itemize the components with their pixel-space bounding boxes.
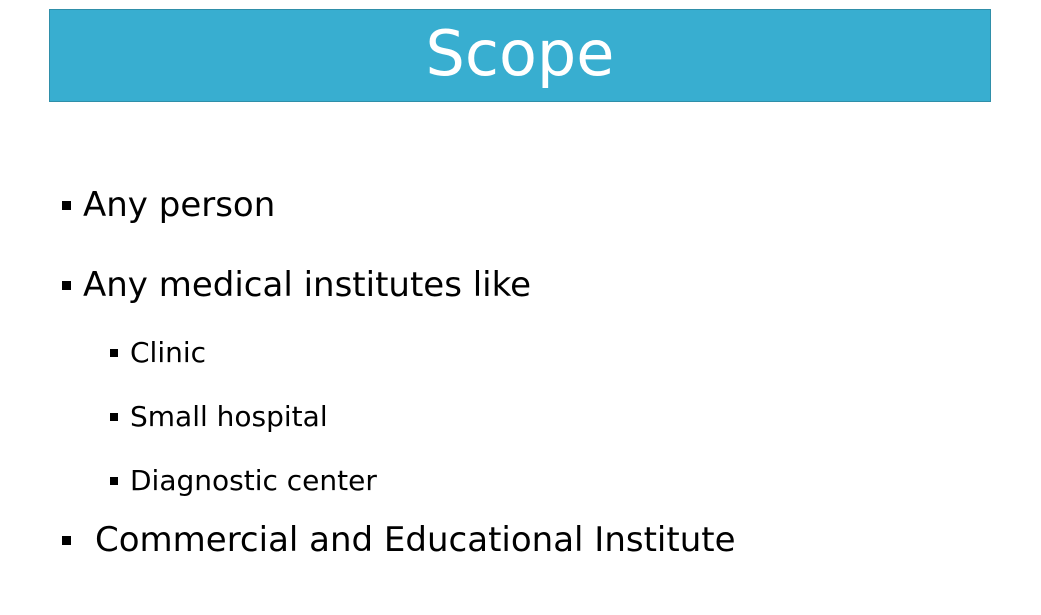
square-bullet-icon: [62, 200, 71, 210]
bullet-item-commercial-educational: Commercial and Educational Institute: [62, 523, 736, 557]
square-bullet-icon: [62, 535, 71, 545]
sub-bullet-text: Small hospital: [130, 400, 328, 433]
bullet-text: Any person: [83, 185, 276, 225]
square-bullet-icon: [110, 413, 118, 421]
bullet-text: Any medical institutes like: [83, 265, 532, 305]
sub-bullet-item-diagnostic-center: Diagnostic center: [110, 467, 377, 495]
bullet-text: Commercial and Educational Institute: [95, 520, 736, 560]
sub-bullet-text: Diagnostic center: [130, 464, 377, 497]
bullet-item-any-person: Any person: [62, 188, 275, 222]
sub-bullet-item-clinic: Clinic: [110, 339, 206, 367]
square-bullet-icon: [110, 349, 118, 357]
slide-title: Scope: [425, 16, 615, 90]
square-bullet-icon: [110, 477, 118, 485]
title-banner: Scope: [49, 9, 991, 102]
sub-bullet-text: Clinic: [130, 336, 207, 369]
sub-bullet-item-small-hospital: Small hospital: [110, 403, 328, 431]
bullet-item-medical-institutes: Any medical institutes like: [62, 268, 531, 302]
square-bullet-icon: [62, 280, 71, 290]
